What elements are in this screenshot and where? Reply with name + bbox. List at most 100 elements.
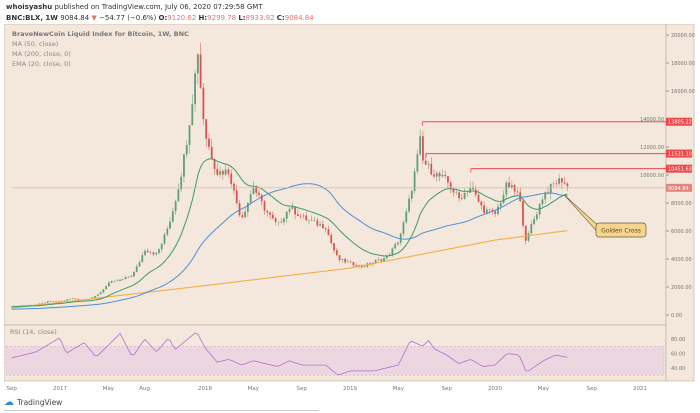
candle[interactable]: [283, 218, 285, 223]
candle[interactable]: [380, 259, 383, 261]
candle[interactable]: [141, 255, 144, 263]
candle[interactable]: [327, 229, 330, 236]
candle[interactable]: [405, 211, 408, 223]
candle[interactable]: [91, 297, 94, 299]
candle[interactable]: [399, 233, 402, 243]
candle[interactable]: [383, 258, 385, 261]
candle[interactable]: [447, 176, 449, 183]
candle[interactable]: [133, 271, 135, 277]
candle[interactable]: [296, 214, 299, 217]
candle[interactable]: [85, 299, 88, 301]
candle[interactable]: [441, 174, 444, 177]
candle[interactable]: [410, 191, 413, 199]
candle[interactable]: [146, 250, 149, 253]
candle[interactable]: [433, 174, 435, 177]
candle[interactable]: [124, 277, 127, 280]
candle[interactable]: [233, 183, 235, 191]
candle[interactable]: [205, 119, 208, 139]
candle[interactable]: [291, 206, 294, 209]
candle[interactable]: [285, 211, 288, 219]
candle[interactable]: [96, 294, 99, 296]
candle[interactable]: [499, 203, 502, 207]
candle[interactable]: [138, 262, 141, 267]
price-chart[interactable]: 20000.00 18000.00 16000.00 14000.00 12000.00…: [4, 24, 698, 394]
candle[interactable]: [46, 301, 49, 303]
candle[interactable]: [49, 301, 52, 302]
candle[interactable]: [299, 216, 302, 217]
candle[interactable]: [324, 228, 327, 230]
candle[interactable]: [274, 218, 277, 222]
candle[interactable]: [219, 171, 221, 175]
candle[interactable]: [333, 243, 335, 251]
candle[interactable]: [60, 300, 63, 302]
candle[interactable]: [522, 201, 524, 226]
candle[interactable]: [516, 191, 519, 193]
candle[interactable]: [535, 214, 538, 220]
candle[interactable]: [469, 187, 472, 193]
candle[interactable]: [494, 211, 497, 214]
candle[interactable]: [402, 222, 405, 234]
candle[interactable]: [119, 279, 121, 282]
legend-ma50[interactable]: MA (50, close): [12, 40, 59, 48]
candle[interactable]: [391, 248, 394, 255]
candle[interactable]: [252, 187, 255, 195]
candle[interactable]: [502, 194, 505, 204]
candle[interactable]: [113, 280, 116, 282]
candle[interactable]: [263, 201, 266, 211]
candle[interactable]: [527, 233, 530, 241]
candle[interactable]: [116, 280, 119, 282]
candle[interactable]: [430, 163, 433, 175]
candle[interactable]: [160, 243, 163, 250]
candle[interactable]: [266, 210, 269, 213]
candle[interactable]: [413, 171, 416, 192]
candle[interactable]: [321, 224, 324, 229]
candle[interactable]: [563, 182, 566, 184]
candle[interactable]: [238, 203, 241, 216]
candle[interactable]: [135, 266, 138, 272]
candle[interactable]: [424, 160, 427, 165]
legend-ema20[interactable]: EMA (20, close, 0): [12, 60, 71, 68]
candle[interactable]: [63, 300, 66, 302]
candle[interactable]: [71, 298, 74, 299]
golden-cross-callout[interactable]: [595, 222, 647, 238]
candle[interactable]: [194, 73, 196, 105]
candle[interactable]: [544, 192, 547, 200]
candle[interactable]: [422, 136, 424, 161]
candle[interactable]: [313, 220, 316, 221]
candle[interactable]: [44, 302, 46, 304]
candle[interactable]: [152, 252, 155, 255]
candle[interactable]: [485, 209, 488, 213]
candle[interactable]: [38, 303, 41, 305]
candle[interactable]: [280, 221, 283, 223]
candle[interactable]: [558, 178, 560, 184]
candle[interactable]: [335, 250, 338, 256]
candle[interactable]: [416, 154, 419, 172]
candle[interactable]: [202, 87, 205, 120]
candle[interactable]: [24, 305, 27, 306]
candle[interactable]: [549, 183, 552, 194]
price-axis[interactable]: [665, 24, 695, 382]
candle[interactable]: [513, 185, 516, 192]
candle[interactable]: [199, 54, 202, 88]
candle[interactable]: [144, 250, 146, 256]
candle[interactable]: [221, 171, 224, 175]
candle[interactable]: [472, 187, 474, 190]
candle[interactable]: [108, 282, 110, 287]
candle[interactable]: [533, 219, 535, 225]
candle[interactable]: [524, 225, 527, 241]
candle[interactable]: [149, 252, 152, 253]
candle[interactable]: [102, 289, 105, 293]
candle[interactable]: [474, 189, 477, 195]
author[interactable]: whoisyashu: [6, 3, 53, 11]
candle[interactable]: [127, 276, 130, 278]
candle[interactable]: [449, 182, 452, 189]
candle[interactable]: [408, 198, 410, 212]
candle[interactable]: [241, 215, 244, 218]
candle[interactable]: [394, 244, 397, 249]
candle[interactable]: [397, 242, 399, 245]
candle[interactable]: [177, 189, 180, 202]
candle[interactable]: [277, 221, 280, 223]
candle[interactable]: [227, 169, 230, 174]
candle[interactable]: [483, 205, 485, 213]
candle[interactable]: [508, 182, 510, 188]
